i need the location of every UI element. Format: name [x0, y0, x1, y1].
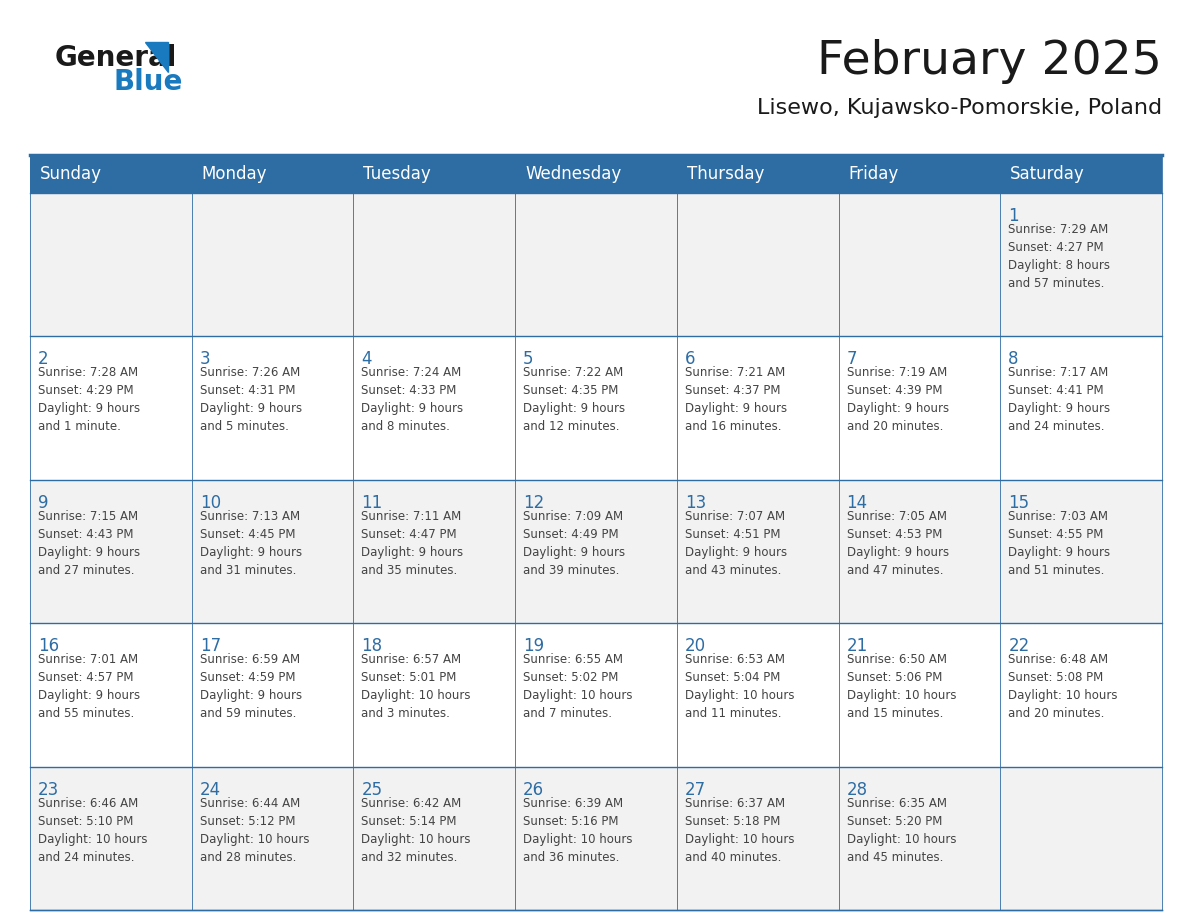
Text: Friday: Friday: [848, 165, 899, 183]
Text: Sunrise: 7:03 AM
Sunset: 4:55 PM
Daylight: 9 hours
and 51 minutes.: Sunrise: 7:03 AM Sunset: 4:55 PM Dayligh…: [1009, 509, 1111, 577]
Text: February 2025: February 2025: [817, 39, 1162, 84]
Text: Sunrise: 7:15 AM
Sunset: 4:43 PM
Daylight: 9 hours
and 27 minutes.: Sunrise: 7:15 AM Sunset: 4:43 PM Dayligh…: [38, 509, 140, 577]
Text: 3: 3: [200, 351, 210, 368]
Text: 14: 14: [847, 494, 867, 512]
Text: Lisewo, Kujawsko-Pomorskie, Poland: Lisewo, Kujawsko-Pomorskie, Poland: [757, 98, 1162, 118]
Text: Sunrise: 6:50 AM
Sunset: 5:06 PM
Daylight: 10 hours
and 15 minutes.: Sunrise: 6:50 AM Sunset: 5:06 PM Dayligh…: [847, 654, 956, 721]
Text: Sunrise: 6:39 AM
Sunset: 5:16 PM
Daylight: 10 hours
and 36 minutes.: Sunrise: 6:39 AM Sunset: 5:16 PM Dayligh…: [523, 797, 633, 864]
Text: Tuesday: Tuesday: [364, 165, 431, 183]
Polygon shape: [145, 42, 168, 72]
Text: 28: 28: [847, 780, 867, 799]
Text: 9: 9: [38, 494, 49, 512]
Text: Sunrise: 7:07 AM
Sunset: 4:51 PM
Daylight: 9 hours
and 43 minutes.: Sunrise: 7:07 AM Sunset: 4:51 PM Dayligh…: [684, 509, 786, 577]
Text: 15: 15: [1009, 494, 1030, 512]
Text: 8: 8: [1009, 351, 1019, 368]
Text: Sunday: Sunday: [40, 165, 102, 183]
Text: 21: 21: [847, 637, 867, 655]
Text: Sunrise: 7:21 AM
Sunset: 4:37 PM
Daylight: 9 hours
and 16 minutes.: Sunrise: 7:21 AM Sunset: 4:37 PM Dayligh…: [684, 366, 786, 433]
Text: Sunrise: 7:19 AM
Sunset: 4:39 PM
Daylight: 9 hours
and 20 minutes.: Sunrise: 7:19 AM Sunset: 4:39 PM Dayligh…: [847, 366, 949, 433]
Text: Sunrise: 7:11 AM
Sunset: 4:47 PM
Daylight: 9 hours
and 35 minutes.: Sunrise: 7:11 AM Sunset: 4:47 PM Dayligh…: [361, 509, 463, 577]
Text: 7: 7: [847, 351, 857, 368]
Text: Saturday: Saturday: [1010, 165, 1085, 183]
Text: 19: 19: [523, 637, 544, 655]
Text: Sunrise: 7:09 AM
Sunset: 4:49 PM
Daylight: 9 hours
and 39 minutes.: Sunrise: 7:09 AM Sunset: 4:49 PM Dayligh…: [523, 509, 625, 577]
Text: Sunrise: 6:48 AM
Sunset: 5:08 PM
Daylight: 10 hours
and 20 minutes.: Sunrise: 6:48 AM Sunset: 5:08 PM Dayligh…: [1009, 654, 1118, 721]
Bar: [30, 767, 1162, 910]
Text: 1: 1: [1009, 207, 1019, 225]
Text: 12: 12: [523, 494, 544, 512]
Text: Sunrise: 7:13 AM
Sunset: 4:45 PM
Daylight: 9 hours
and 31 minutes.: Sunrise: 7:13 AM Sunset: 4:45 PM Dayligh…: [200, 509, 302, 577]
Text: 26: 26: [523, 780, 544, 799]
Text: 11: 11: [361, 494, 383, 512]
Text: Sunrise: 6:53 AM
Sunset: 5:04 PM
Daylight: 10 hours
and 11 minutes.: Sunrise: 6:53 AM Sunset: 5:04 PM Dayligh…: [684, 654, 795, 721]
Text: 5: 5: [523, 351, 533, 368]
Text: 20: 20: [684, 637, 706, 655]
Text: 13: 13: [684, 494, 706, 512]
Bar: [30, 623, 1162, 767]
Text: 25: 25: [361, 780, 383, 799]
Text: 23: 23: [38, 780, 59, 799]
Text: Sunrise: 7:28 AM
Sunset: 4:29 PM
Daylight: 9 hours
and 1 minute.: Sunrise: 7:28 AM Sunset: 4:29 PM Dayligh…: [38, 366, 140, 433]
Text: Blue: Blue: [113, 68, 183, 96]
Text: Sunrise: 7:01 AM
Sunset: 4:57 PM
Daylight: 9 hours
and 55 minutes.: Sunrise: 7:01 AM Sunset: 4:57 PM Dayligh…: [38, 654, 140, 721]
Text: 2: 2: [38, 351, 49, 368]
Bar: [30, 480, 1162, 623]
Text: Sunrise: 7:26 AM
Sunset: 4:31 PM
Daylight: 9 hours
and 5 minutes.: Sunrise: 7:26 AM Sunset: 4:31 PM Dayligh…: [200, 366, 302, 433]
Text: Sunrise: 6:35 AM
Sunset: 5:20 PM
Daylight: 10 hours
and 45 minutes.: Sunrise: 6:35 AM Sunset: 5:20 PM Dayligh…: [847, 797, 956, 864]
Text: 6: 6: [684, 351, 695, 368]
Bar: [30, 193, 1162, 336]
Bar: [30, 155, 1162, 193]
Text: Monday: Monday: [202, 165, 267, 183]
Text: 17: 17: [200, 637, 221, 655]
Text: General: General: [55, 44, 177, 72]
Text: Sunrise: 7:22 AM
Sunset: 4:35 PM
Daylight: 9 hours
and 12 minutes.: Sunrise: 7:22 AM Sunset: 4:35 PM Dayligh…: [523, 366, 625, 433]
Text: Sunrise: 7:29 AM
Sunset: 4:27 PM
Daylight: 8 hours
and 57 minutes.: Sunrise: 7:29 AM Sunset: 4:27 PM Dayligh…: [1009, 223, 1111, 290]
Text: 16: 16: [38, 637, 59, 655]
Text: 22: 22: [1009, 637, 1030, 655]
Text: Sunrise: 6:55 AM
Sunset: 5:02 PM
Daylight: 10 hours
and 7 minutes.: Sunrise: 6:55 AM Sunset: 5:02 PM Dayligh…: [523, 654, 633, 721]
Text: 18: 18: [361, 637, 383, 655]
Text: Sunrise: 6:59 AM
Sunset: 4:59 PM
Daylight: 9 hours
and 59 minutes.: Sunrise: 6:59 AM Sunset: 4:59 PM Dayligh…: [200, 654, 302, 721]
Text: Sunrise: 7:17 AM
Sunset: 4:41 PM
Daylight: 9 hours
and 24 minutes.: Sunrise: 7:17 AM Sunset: 4:41 PM Dayligh…: [1009, 366, 1111, 433]
Bar: [30, 336, 1162, 480]
Text: 24: 24: [200, 780, 221, 799]
Text: Sunrise: 6:46 AM
Sunset: 5:10 PM
Daylight: 10 hours
and 24 minutes.: Sunrise: 6:46 AM Sunset: 5:10 PM Dayligh…: [38, 797, 147, 864]
Text: Sunrise: 6:37 AM
Sunset: 5:18 PM
Daylight: 10 hours
and 40 minutes.: Sunrise: 6:37 AM Sunset: 5:18 PM Dayligh…: [684, 797, 795, 864]
Text: Sunrise: 6:57 AM
Sunset: 5:01 PM
Daylight: 10 hours
and 3 minutes.: Sunrise: 6:57 AM Sunset: 5:01 PM Dayligh…: [361, 654, 470, 721]
Text: Thursday: Thursday: [687, 165, 764, 183]
Text: Wednesday: Wednesday: [525, 165, 621, 183]
Text: 27: 27: [684, 780, 706, 799]
Text: Sunrise: 7:05 AM
Sunset: 4:53 PM
Daylight: 9 hours
and 47 minutes.: Sunrise: 7:05 AM Sunset: 4:53 PM Dayligh…: [847, 509, 949, 577]
Text: 4: 4: [361, 351, 372, 368]
Text: Sunrise: 6:44 AM
Sunset: 5:12 PM
Daylight: 10 hours
and 28 minutes.: Sunrise: 6:44 AM Sunset: 5:12 PM Dayligh…: [200, 797, 309, 864]
Text: Sunrise: 6:42 AM
Sunset: 5:14 PM
Daylight: 10 hours
and 32 minutes.: Sunrise: 6:42 AM Sunset: 5:14 PM Dayligh…: [361, 797, 470, 864]
Text: Sunrise: 7:24 AM
Sunset: 4:33 PM
Daylight: 9 hours
and 8 minutes.: Sunrise: 7:24 AM Sunset: 4:33 PM Dayligh…: [361, 366, 463, 433]
Text: 10: 10: [200, 494, 221, 512]
